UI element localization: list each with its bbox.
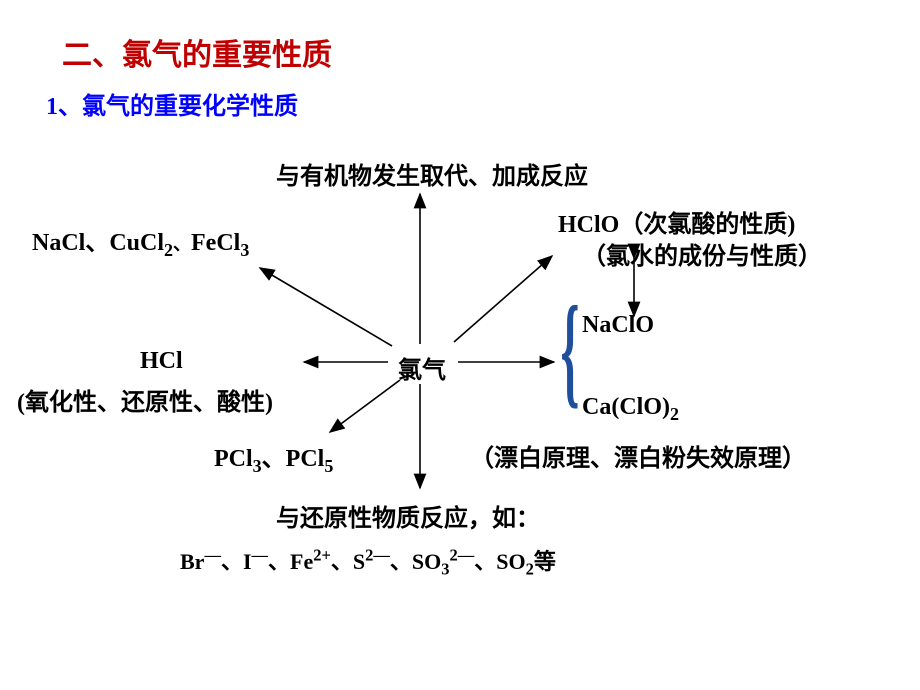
sub-title: 1、氯气的重要化学性质: [46, 86, 298, 121]
i-sup: —: [252, 546, 269, 565]
caclo2: Ca(ClO)2: [582, 394, 679, 425]
pcl: PCl3、PCl5: [214, 438, 333, 477]
pcl5-sub: 5: [324, 456, 333, 476]
bleach-note: （漂白原理、漂白粉失效原理）: [470, 438, 806, 473]
caclo2-text: Ca(ClO): [582, 394, 670, 420]
so2: 、SO: [474, 549, 525, 574]
hcl: HCl: [140, 348, 183, 375]
hcl-note-text: (氧化性、还原性、酸性): [17, 390, 273, 416]
top-organic: 与有机物发生取代、加成反应: [276, 156, 588, 191]
so3-sub: 3: [441, 559, 449, 578]
center-node: 氯气: [398, 350, 446, 385]
naclo: NaClO: [582, 312, 654, 339]
hclo-line2: （氯水的成份与性质）: [582, 236, 822, 271]
brace-icon: {: [560, 277, 579, 421]
fe-sup: 2+: [313, 546, 331, 565]
so2-sub: 2: [526, 559, 534, 578]
etc: 等: [534, 549, 556, 574]
i: 、I: [221, 549, 252, 574]
pcl3-sub: 3: [253, 456, 262, 476]
caclo2-sub: 2: [670, 404, 679, 424]
so3-sup: 2—: [450, 546, 475, 565]
br: Br: [180, 549, 204, 574]
s-sup: 2—: [365, 546, 390, 565]
s: 、S: [331, 549, 365, 574]
fecl3-sub: 3: [240, 240, 249, 260]
so3: 、SO: [390, 549, 441, 574]
reducing-note: 与还原性物质反应，如：: [276, 498, 540, 533]
cucl2-sub: 2: [164, 240, 173, 260]
hclo-line1: HClO（次氯酸的性质): [558, 204, 795, 239]
pcl3: PCl: [214, 446, 253, 472]
metal-chlorides: NaCl、CuCl2、FeCl3: [32, 222, 249, 261]
br-sup: —: [204, 546, 221, 565]
nacl-cucl2: NaCl、CuCl: [32, 230, 164, 256]
dot-sep: 、: [173, 234, 191, 254]
main-title: 二、氯气的重要性质: [62, 30, 332, 74]
fe: 、Fe: [268, 549, 313, 574]
pcl5: 、PCl: [262, 446, 325, 472]
hcl-note: (氧化性、还原性、酸性): [10, 382, 280, 417]
fecl3-text: FeCl: [191, 230, 240, 256]
reducing-list: Br—、I—、Fe2+、S2—、SO32—、SO2等: [180, 544, 556, 579]
